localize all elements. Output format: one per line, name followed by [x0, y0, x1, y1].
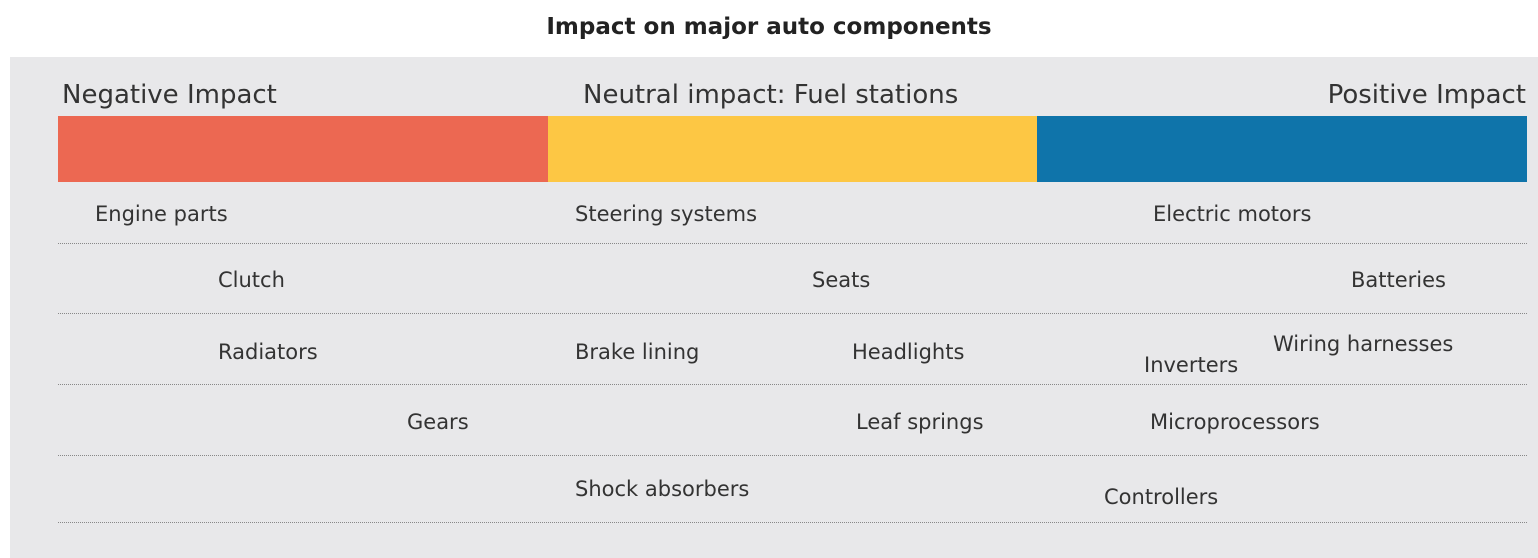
component: Microprocessors: [1150, 410, 1320, 434]
component: Inverters: [1144, 353, 1239, 377]
component: Electric motors: [1153, 202, 1312, 226]
row-rule: [58, 455, 1527, 456]
row-rule: [58, 313, 1527, 314]
neutral-header: Neutral impact: Fuel stations: [583, 80, 959, 110]
component: Wiring harnesses: [1273, 332, 1454, 356]
negative-header: Negative Impact: [62, 80, 277, 110]
component: Engine parts: [95, 202, 228, 226]
row-rule: [58, 243, 1527, 244]
component: Steering systems: [575, 202, 758, 226]
component: Seats: [812, 268, 871, 292]
positive-bar: [1037, 116, 1527, 182]
component: Controllers: [1104, 485, 1219, 509]
row-rule: [58, 384, 1527, 385]
negative-bar: [58, 116, 548, 182]
component: Gears: [407, 410, 469, 434]
neutral-bar: [548, 116, 1037, 182]
component: Leaf springs: [856, 410, 984, 434]
title: Impact on major auto components: [546, 14, 992, 40]
component: Headlights: [852, 340, 965, 364]
row-rule: [58, 522, 1527, 523]
component: Batteries: [1351, 268, 1446, 292]
component: Brake lining: [575, 340, 700, 364]
component: Clutch: [218, 268, 285, 292]
component: Radiators: [218, 340, 318, 364]
component: Shock absorbers: [575, 477, 750, 501]
positive-header: Positive Impact: [1327, 80, 1526, 110]
